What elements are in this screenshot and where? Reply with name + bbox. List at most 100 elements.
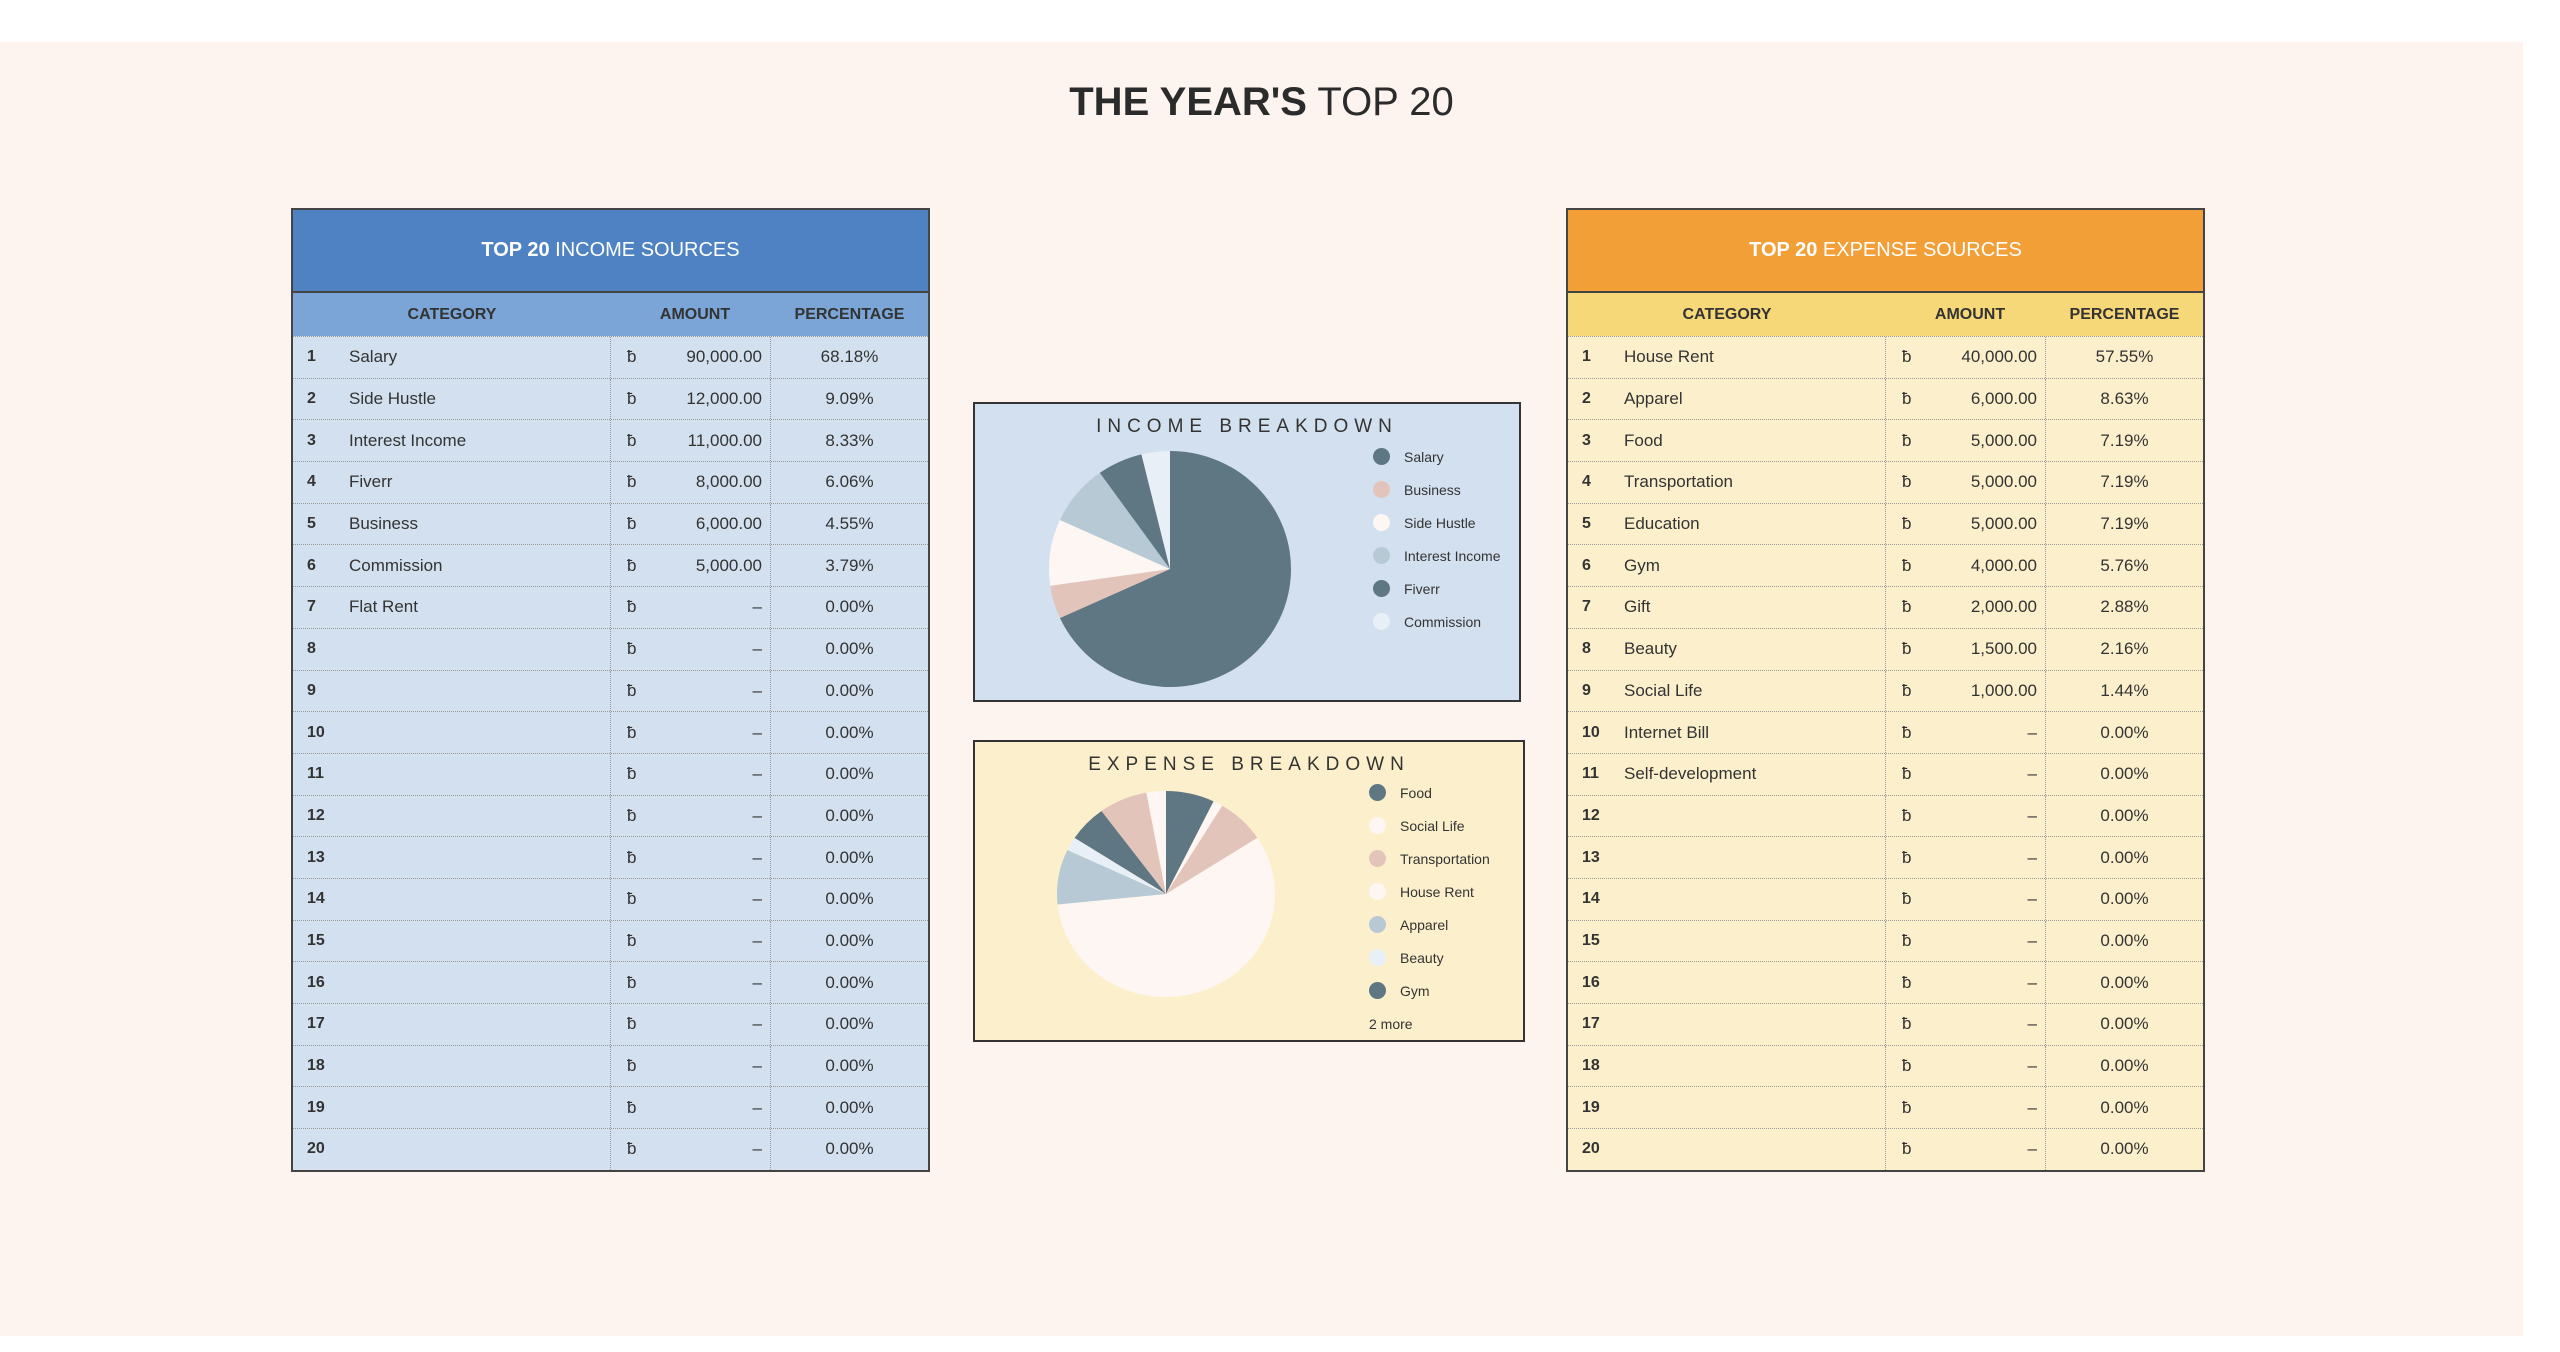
row-percentage: 0.00% [825, 930, 874, 950]
currency-symbol: ƀ [627, 1014, 637, 1034]
row-number: 11 [307, 765, 324, 783]
legend-item: Beauty [1369, 941, 1490, 974]
row-amount: ƀ 12,000.00 [611, 378, 771, 420]
row-category [1612, 1087, 1886, 1129]
table-row: 17 ƀ – 0.00% [1568, 1003, 2203, 1045]
income-legend: Salary Business Side Hustle Interest Income… [1373, 440, 1501, 638]
row-category [337, 962, 611, 1003]
row-number: 4 [307, 473, 316, 491]
row-category: Commission [337, 545, 611, 587]
title-bold: THE YEAR'S [1069, 80, 1307, 124]
row-percentage: 8.63% [2100, 389, 2149, 409]
amount-value: 40,000.00 [1961, 347, 2037, 367]
legend-item: Business [1373, 473, 1501, 506]
row-category: Fiverr [337, 462, 611, 503]
legend-swatch-icon [1373, 613, 1390, 630]
currency-symbol: ƀ [1902, 847, 1912, 867]
row-percentage: 0.00% [2100, 847, 2149, 867]
row-amount: ƀ – [611, 1087, 771, 1129]
table-row: 8 Beauty ƀ 1,500.00 2.16% [1568, 627, 2203, 670]
row-amount: ƀ – [1886, 962, 2046, 1003]
chart-title: EXPENSE BREAKDOWN [1088, 754, 1410, 775]
currency-symbol: ƀ [1902, 764, 1912, 784]
row-amount: ƀ 5,000.00 [1886, 503, 2046, 545]
row-number: 13 [307, 848, 325, 866]
row-number: 15 [307, 931, 325, 949]
row-number: 14 [1582, 890, 1600, 908]
row-category [1612, 962, 1886, 1003]
table-row: 9 Social Life ƀ 1,000.00 1.44% [1568, 669, 2203, 712]
currency-symbol: ƀ [627, 680, 637, 700]
table-row: 12 ƀ – 0.00% [293, 794, 928, 837]
row-category [337, 878, 611, 920]
pie-slice-gift [1146, 791, 1166, 894]
row-category: Social Life [1612, 670, 1886, 712]
row-category: Interest Income [337, 420, 611, 462]
row-percentage: 0.00% [825, 1056, 874, 1076]
col-amount: AMOUNT [659, 305, 731, 323]
row-number: 11 [1582, 765, 1599, 783]
currency-symbol: ƀ [1902, 930, 1912, 950]
pie-slice-transportation [1166, 805, 1258, 894]
row-number: 9 [307, 681, 316, 699]
row-amount: ƀ 2,000.00 [1886, 587, 2046, 628]
table-row: 15 ƀ – 0.00% [1568, 919, 2203, 962]
row-percentage: 0.00% [2100, 889, 2149, 909]
row-amount: ƀ 8,000.00 [611, 462, 771, 503]
expense-title-bold: TOP 20 [1749, 239, 1818, 261]
legend-swatch-icon [1373, 547, 1390, 564]
row-amount: ƀ – [611, 878, 771, 920]
row-number: 7 [307, 598, 316, 616]
row-number: 3 [307, 431, 316, 449]
currency-symbol: ƀ [1902, 430, 1912, 450]
legend-swatch-icon [1373, 580, 1390, 597]
row-percentage: 0.00% [825, 597, 874, 617]
legend-item: Side Hustle [1373, 506, 1501, 539]
legend-swatch-icon [1373, 481, 1390, 498]
amount-value: – [752, 597, 762, 617]
currency-symbol: ƀ [627, 597, 637, 617]
amount-value: 5,000.00 [695, 555, 762, 575]
row-amount: ƀ – [1886, 1004, 2046, 1045]
amount-value: – [752, 680, 762, 700]
col-percentage: PERCENTAGE [2069, 305, 2180, 323]
row-category [1612, 878, 1886, 920]
row-percentage: 4.55% [825, 514, 874, 534]
row-category [1612, 795, 1886, 837]
row-percentage: 3.79% [825, 555, 874, 575]
row-number: 8 [307, 640, 316, 658]
row-number: 19 [1582, 1098, 1600, 1116]
currency-symbol: ƀ [1902, 889, 1912, 909]
currency-symbol: ƀ [1902, 514, 1912, 534]
row-percentage: 0.00% [2100, 722, 2149, 742]
row-amount: ƀ – [611, 837, 771, 878]
row-amount: ƀ – [611, 1004, 771, 1045]
row-amount: ƀ – [1886, 1129, 2046, 1170]
legend-item: House Rent [1369, 875, 1490, 908]
currency-symbol: ƀ [1902, 389, 1912, 409]
table-row: 11 Self-development ƀ – 0.00% [1568, 752, 2203, 795]
income-breakdown-chart: INCOME BREAKDOWN Salary Business Side Hust… [973, 402, 1521, 702]
table-row: 3 Food ƀ 5,000.00 7.19% [1568, 419, 2203, 462]
pie-slice-gym [1074, 810, 1166, 894]
table-row: 20 ƀ – 0.00% [1568, 1128, 2203, 1170]
row-percentage: 7.19% [2100, 430, 2149, 450]
table-row: 5 Business ƀ 6,000.00 4.55% [293, 502, 928, 545]
amount-value: – [752, 847, 762, 867]
row-percentage: 0.00% [2100, 972, 2149, 992]
row-percentage: 1.44% [2100, 680, 2149, 700]
legend-more-link[interactable]: 2 more [1369, 1015, 1413, 1032]
row-percentage: 0.00% [825, 1014, 874, 1034]
row-amount: ƀ 90,000.00 [611, 337, 771, 378]
amount-value: – [2027, 722, 2037, 742]
row-category [1612, 1129, 1886, 1170]
table-row: 16 ƀ – 0.00% [1568, 961, 2203, 1003]
currency-symbol: ƀ [627, 722, 637, 742]
row-amount: ƀ 6,000.00 [611, 503, 771, 545]
row-category: Self-development [1612, 753, 1886, 795]
row-amount: ƀ – [611, 795, 771, 837]
legend-label: Gym [1400, 982, 1430, 999]
table-row: 5 Education ƀ 5,000.00 7.19% [1568, 502, 2203, 545]
row-amount: ƀ – [611, 628, 771, 670]
legend-swatch-icon [1369, 949, 1386, 966]
